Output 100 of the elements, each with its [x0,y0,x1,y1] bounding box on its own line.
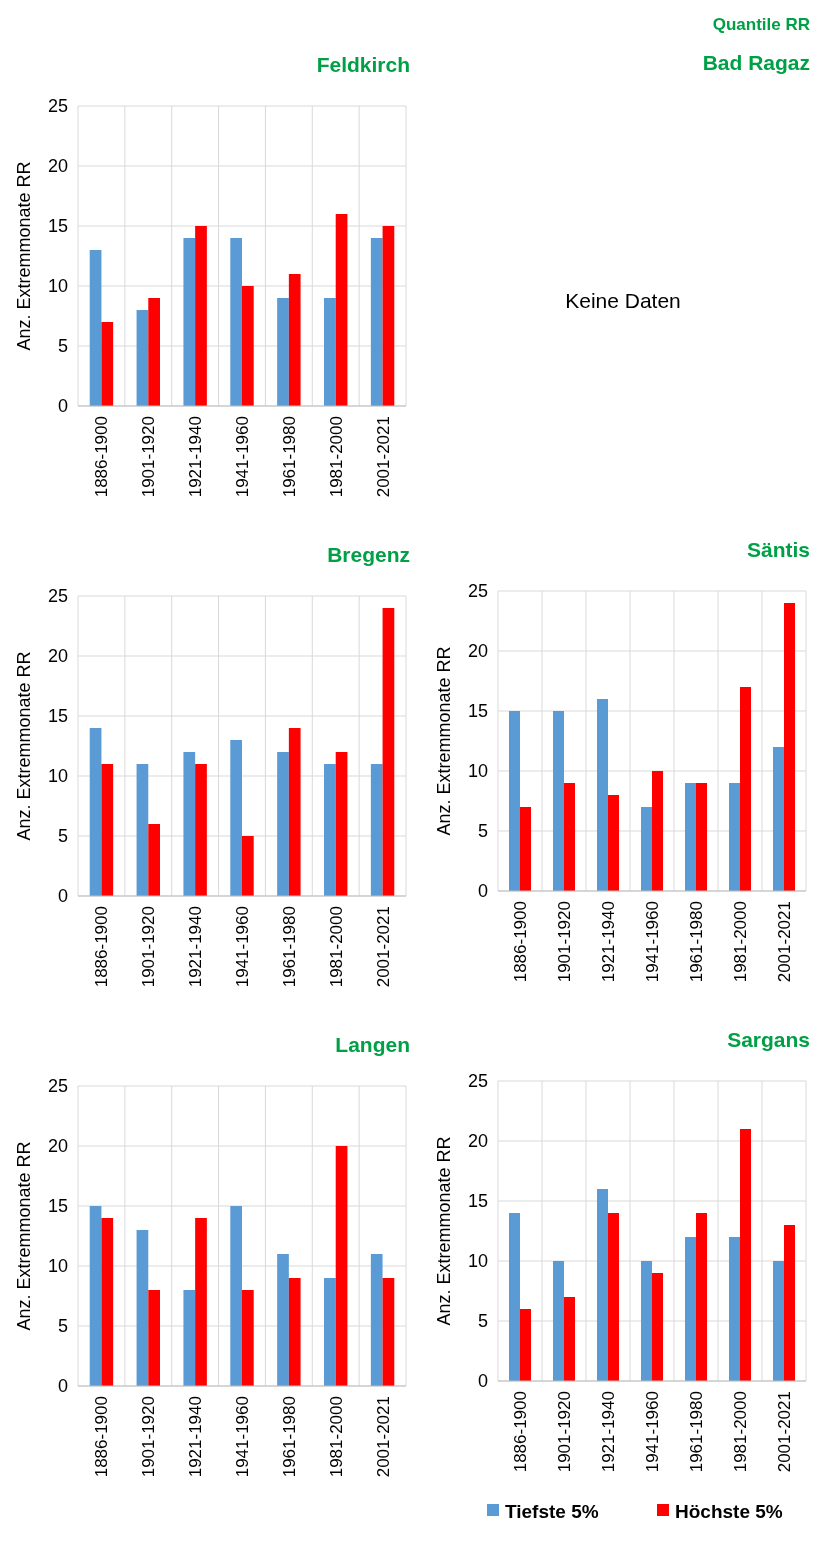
y-tick-label: 15 [47,706,68,727]
y-tick-label: 15 [47,1196,68,1217]
bar [553,711,564,891]
bar [608,1213,619,1381]
bar [685,783,696,891]
y-tick-label: 0 [57,1376,68,1397]
x-tick-label: 1941-1960 [232,906,252,988]
bar [183,752,196,896]
x-tick-label: 1961-1980 [279,416,299,498]
bar [89,250,102,406]
y-tick-label: 0 [477,1371,488,1392]
bar [382,226,395,406]
y-tick-label: 0 [477,881,488,902]
y-axis-title: Anz. Extremmonate RR [434,646,454,836]
y-tick-label: 25 [467,1071,488,1092]
bar [652,1273,663,1381]
y-tick-label: 20 [47,1136,68,1157]
x-tick-label: 2001-2021 [774,901,794,983]
chart-title: Sargans [727,1028,810,1051]
bar [242,836,254,896]
bar [696,1213,707,1381]
bar [136,1230,149,1386]
y-tick-label: 10 [467,1251,488,1272]
bar [230,1206,242,1386]
bar [324,1278,336,1386]
bar [148,1290,160,1386]
bar [89,728,102,896]
y-tick-label: 25 [467,581,488,602]
bar [520,807,531,891]
x-tick-label: 2001-2021 [373,1396,393,1478]
bar [148,298,160,406]
bar [370,1254,383,1386]
x-tick-label: 1921-1940 [186,416,206,498]
bar [608,795,619,891]
bar [509,711,520,891]
y-axis-title: Anz. Extremmonate RR [14,161,34,351]
y-tick-label: 5 [477,821,488,842]
x-tick-label: 1981-2000 [326,906,346,988]
bar [277,752,289,896]
y-tick-label: 15 [467,1191,488,1212]
bar [183,1290,196,1386]
bar [553,1261,564,1381]
x-tick-label: 1886-1900 [92,906,112,988]
bar [335,752,348,896]
bar [696,783,707,891]
text: Bad Ragaz [702,51,810,74]
x-tick-label: 1961-1980 [279,906,299,988]
text: Keine Daten [565,289,681,312]
y-tick-label: 15 [467,701,488,722]
y-tick-label: 15 [47,216,68,237]
x-tick-label: 1901-1920 [139,906,159,988]
bar [335,1146,348,1386]
x-tick-label: 1981-2000 [326,416,346,498]
bar [335,214,348,406]
bar [729,783,740,891]
x-tick-label: 1981-2000 [326,1396,346,1478]
bar [195,1218,207,1386]
x-tick-label: 1981-2000 [730,1391,750,1473]
x-tick-label: 2001-2021 [774,1391,794,1473]
bar [784,603,795,891]
bar [740,1129,751,1381]
y-tick-label: 20 [467,1131,488,1152]
bar [195,226,207,406]
y-tick-label: 20 [47,646,68,667]
bar [183,238,196,406]
x-tick-label: 1886-1900 [92,1396,112,1478]
bar [89,1206,102,1386]
x-tick-label: 1921-1940 [598,901,618,983]
x-tick-label: 1886-1900 [92,416,112,498]
y-tick-label: 10 [47,1256,68,1277]
legend-label: Tiefste 5% [505,1500,599,1522]
bar [277,1254,289,1386]
x-tick-label: 1961-1980 [686,1391,706,1473]
bar [740,687,751,891]
legend-label: Höchste 5% [675,1500,783,1522]
bar [288,1278,301,1386]
bar [509,1213,520,1381]
y-tick-label: 5 [477,1311,488,1332]
bar [597,1189,608,1381]
bar [652,771,663,891]
bar [564,1297,575,1381]
bar [136,310,149,406]
chart-title: Säntis [746,538,810,561]
y-tick-label: 25 [47,1076,68,1097]
x-tick-label: 1901-1920 [139,416,159,498]
bar [195,764,207,896]
y-tick-label: 0 [57,396,68,417]
x-tick-label: 1941-1960 [642,1391,662,1473]
x-tick-label: 1941-1960 [232,416,252,498]
y-tick-label: 25 [47,586,68,607]
x-tick-label: 2001-2021 [373,416,393,498]
y-tick-label: 5 [57,826,68,847]
bar [230,740,242,896]
bar [597,699,608,891]
bar [564,783,575,891]
bar [101,764,114,896]
bar [370,238,383,406]
bar [242,1290,254,1386]
bar [370,764,383,896]
x-tick-label: 1921-1940 [186,906,206,988]
